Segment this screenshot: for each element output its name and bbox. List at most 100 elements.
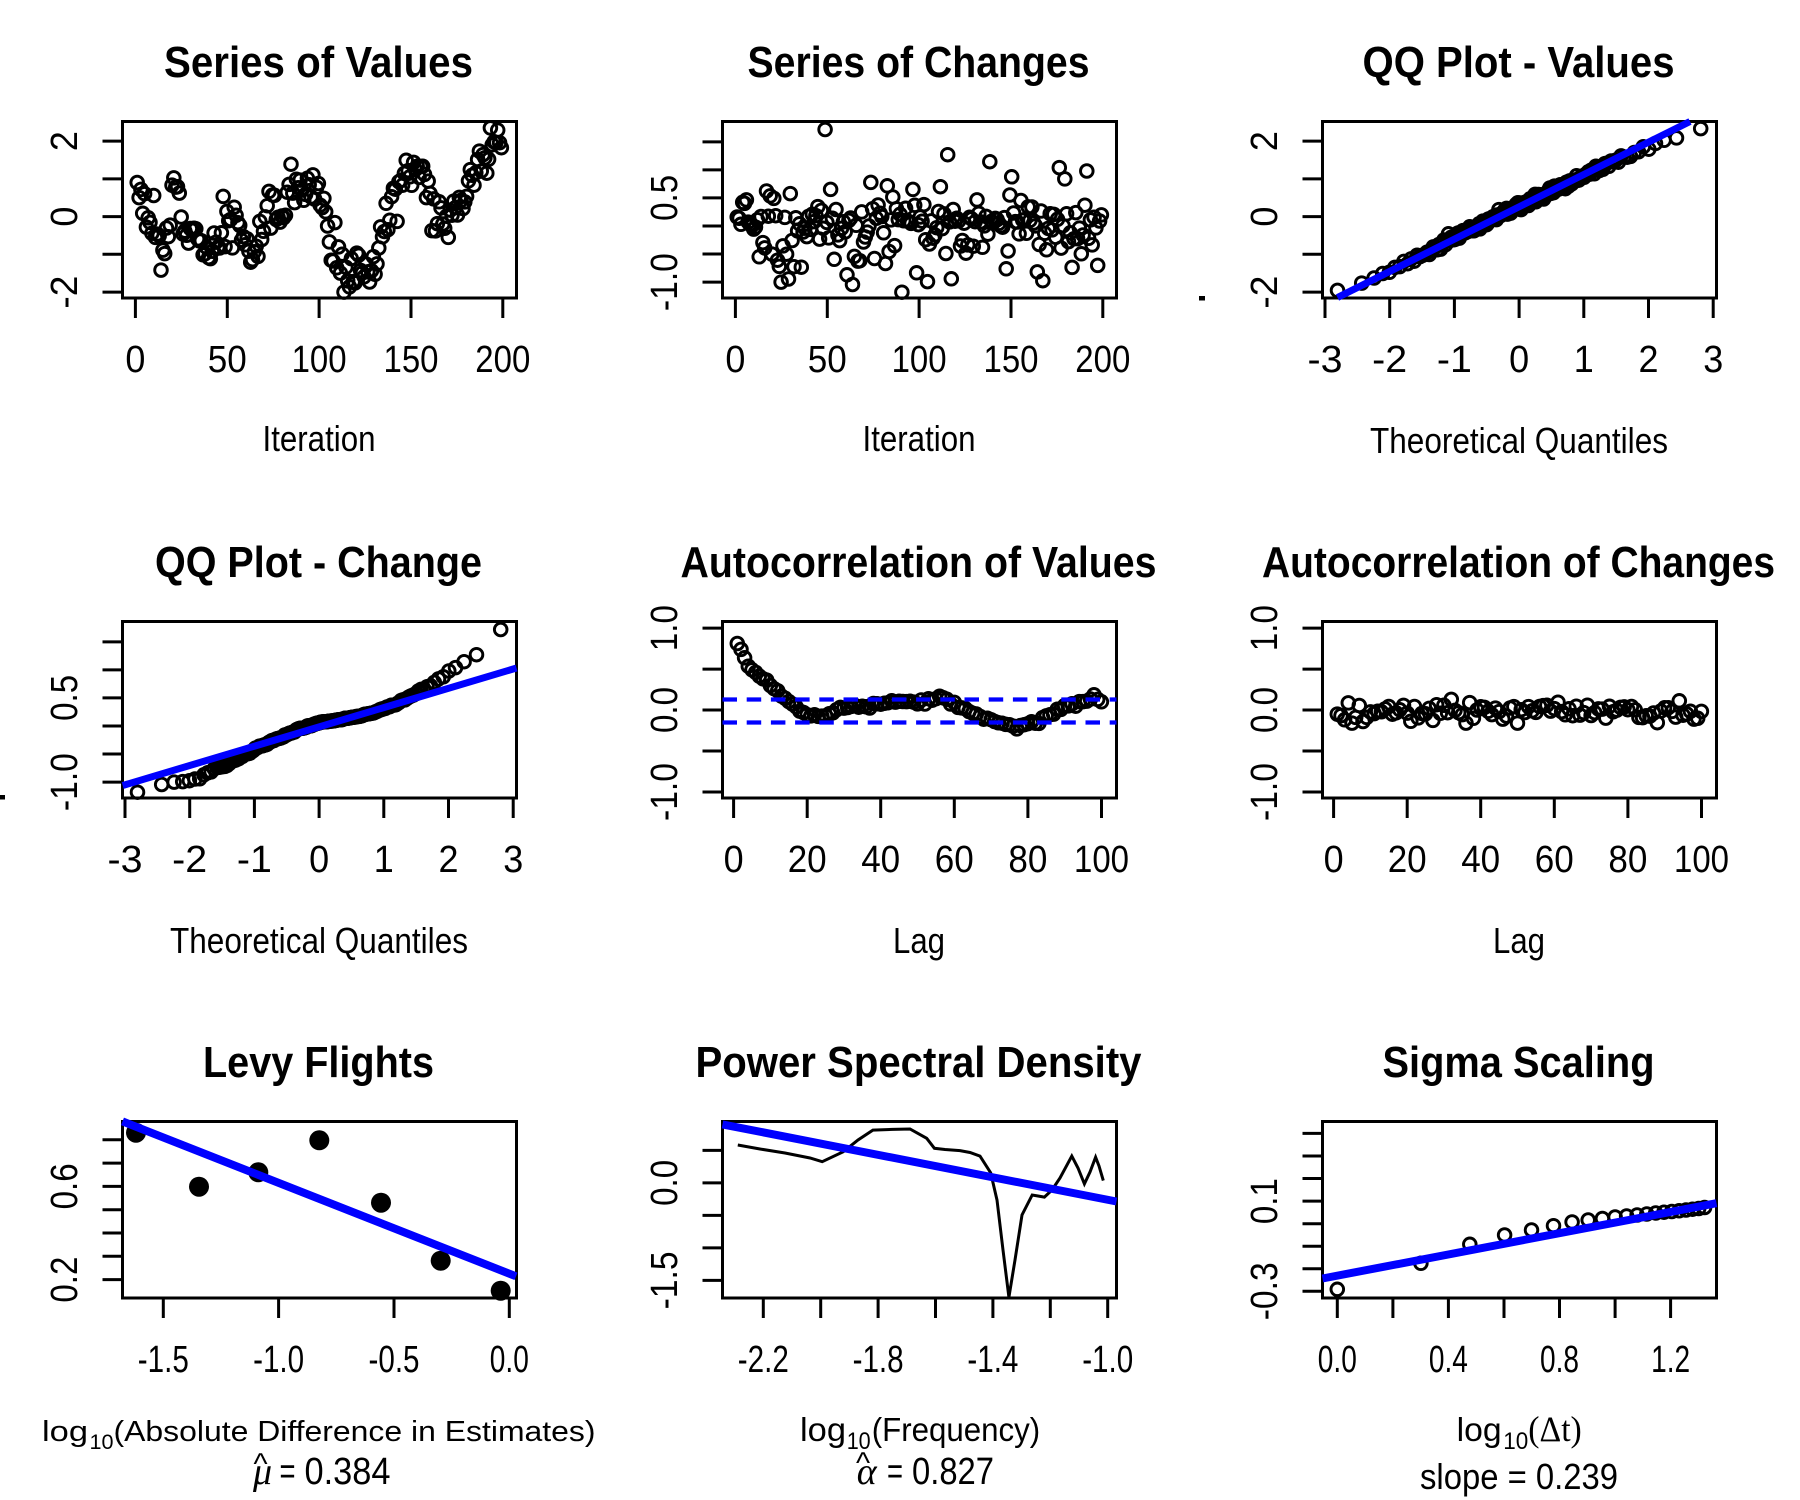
svg-text:(Δt): (Δt) [1528, 1409, 1582, 1449]
svg-text:-2: -2 [44, 276, 86, 309]
svg-text:-1: -1 [1437, 339, 1472, 381]
svg-text:80: 80 [1608, 839, 1647, 881]
svg-text:0.0: 0.0 [1244, 687, 1286, 733]
svg-text:(Absolute Difference in Estima: (Absolute Difference in Estimates) [114, 1416, 596, 1448]
svg-text:Sigma Scaling: Sigma Scaling [1383, 1038, 1655, 1087]
svg-text:0.0: 0.0 [1318, 1339, 1357, 1381]
svg-text:20: 20 [788, 839, 827, 881]
svg-text:0: 0 [1244, 207, 1286, 227]
svg-text:1: 1 [374, 839, 394, 881]
svg-text:-2.2: -2.2 [738, 1339, 789, 1381]
svg-text:Lag: Lag [1493, 920, 1545, 961]
svg-text:μ: μ [252, 1451, 272, 1493]
svg-text:0.5: 0.5 [644, 175, 686, 221]
svg-text:150: 150 [384, 339, 439, 381]
svg-text:0.0: 0.0 [644, 1160, 686, 1206]
svg-text:0.4: 0.4 [1429, 1339, 1468, 1381]
svg-text:50: 50 [208, 339, 247, 381]
svg-text:-0.5: -0.5 [369, 1339, 420, 1381]
svg-text:1.0: 1.0 [1244, 605, 1286, 651]
svg-text:0.827: 0.827 [912, 1451, 994, 1493]
svg-text:100: 100 [1074, 839, 1129, 881]
svg-text:0.5: 0.5 [44, 675, 86, 721]
svg-text:log: log [800, 1411, 846, 1448]
svg-text:^: ^ [856, 1447, 870, 1480]
svg-text:-1.5: -1.5 [138, 1339, 189, 1381]
svg-text:-0.3: -0.3 [1244, 1262, 1286, 1320]
svg-text:0.384: 0.384 [305, 1451, 391, 1493]
svg-text:-1.8: -1.8 [853, 1339, 904, 1381]
svg-text:QQ Plot - Change: QQ Plot - Change [155, 538, 482, 587]
svg-text:10: 10 [1503, 1428, 1528, 1455]
svg-text:-1.0: -1.0 [644, 763, 686, 821]
svg-text:-2: -2 [172, 839, 207, 881]
svg-text:-3: -3 [1308, 339, 1343, 381]
svg-text:0.2: 0.2 [44, 1257, 86, 1303]
svg-text:0: 0 [1509, 339, 1529, 381]
svg-text:-1.0: -1.0 [1244, 763, 1286, 821]
svg-text:(Frequency): (Frequency) [872, 1411, 1040, 1448]
svg-text:QQ Plot - Values: QQ Plot - Values [1363, 38, 1675, 87]
svg-text:α: α [857, 1451, 878, 1493]
svg-text:0: 0 [725, 339, 745, 381]
svg-text:Power Spectral Density: Power Spectral Density [696, 1038, 1142, 1087]
svg-text:3: 3 [1703, 339, 1723, 381]
svg-text:0: 0 [724, 839, 744, 881]
svg-text:0: 0 [44, 207, 86, 227]
svg-text:100: 100 [292, 339, 347, 381]
svg-text:0.0: 0.0 [644, 687, 686, 733]
svg-text:0.1: 0.1 [1244, 1178, 1286, 1224]
svg-text:2: 2 [44, 131, 86, 151]
svg-text:1.2: 1.2 [1651, 1339, 1690, 1381]
svg-text:0: 0 [309, 839, 329, 881]
svg-text:3: 3 [503, 839, 523, 881]
svg-text:Series of Values: Series of Values [164, 38, 473, 87]
svg-text:0.6: 0.6 [44, 1163, 86, 1209]
svg-text:2: 2 [1639, 339, 1659, 381]
svg-text:Lag: Lag [893, 920, 945, 961]
svg-text:1.0: 1.0 [644, 605, 686, 651]
svg-text:10: 10 [847, 1428, 871, 1455]
svg-text:-3: -3 [108, 839, 143, 881]
svg-text:-1.0: -1.0 [44, 753, 86, 811]
svg-text:Autocorrelation of Changes: Autocorrelation of Changes [1262, 538, 1775, 587]
svg-text:-1.0: -1.0 [253, 1339, 304, 1381]
svg-text:Theoretical Quantiles: Theoretical Quantiles [170, 920, 468, 961]
svg-text:-1: -1 [237, 839, 272, 881]
svg-text:Iteration: Iteration [863, 418, 976, 459]
svg-text:log: log [1457, 1411, 1502, 1448]
svg-text:2: 2 [439, 839, 459, 881]
svg-text:40: 40 [861, 839, 900, 881]
svg-text:20: 20 [1388, 839, 1427, 881]
svg-text:Series of Changes: Series of Changes [748, 38, 1090, 87]
svg-text:log: log [42, 1416, 88, 1448]
svg-text:slope = 0.239: slope = 0.239 [1420, 1456, 1618, 1497]
svg-text:60: 60 [1535, 839, 1574, 881]
svg-text:-1.0: -1.0 [1082, 1339, 1133, 1381]
svg-text:80: 80 [1008, 839, 1047, 881]
svg-text:-2: -2 [1244, 276, 1286, 309]
svg-text:40: 40 [1461, 839, 1500, 881]
svg-text:-2: -2 [1372, 339, 1407, 381]
svg-text:1: 1 [1574, 339, 1594, 381]
svg-text:Iteration: Iteration [263, 418, 376, 459]
svg-text:2: 2 [1244, 131, 1286, 151]
svg-text:^: ^ [253, 1448, 267, 1481]
svg-text:150: 150 [984, 339, 1039, 381]
svg-text:-1.5: -1.5 [644, 1251, 686, 1309]
svg-text:0: 0 [1324, 839, 1344, 881]
svg-text:-1.4: -1.4 [967, 1339, 1018, 1381]
svg-text:Autocorrelation of Values: Autocorrelation of Values [681, 538, 1157, 587]
svg-text:Theoretical Quantiles: Theoretical Quantiles [1370, 420, 1668, 461]
svg-text:60: 60 [935, 839, 974, 881]
svg-text:200: 200 [1075, 339, 1130, 381]
svg-text:0: 0 [125, 339, 145, 381]
svg-text:=: = [887, 1451, 903, 1493]
svg-text:0.0: 0.0 [490, 1339, 529, 1381]
svg-text:100: 100 [892, 339, 947, 381]
svg-text:100: 100 [1674, 839, 1729, 881]
svg-text:-1.0: -1.0 [644, 253, 686, 311]
svg-text:50: 50 [808, 339, 847, 381]
svg-text:=: = [280, 1451, 296, 1493]
svg-text:200: 200 [475, 339, 530, 381]
